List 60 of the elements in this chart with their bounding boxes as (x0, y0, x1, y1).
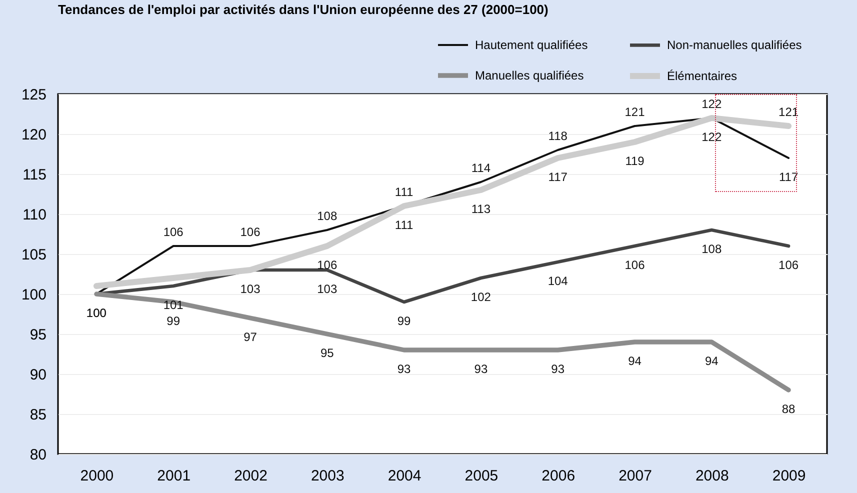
y-tick-label: 125 (21, 86, 46, 104)
x-tick-label: 2007 (618, 468, 652, 484)
data-label: 106 (240, 225, 261, 239)
legend-label: Hautement qualifiées (475, 38, 588, 52)
data-label: 114 (471, 161, 491, 175)
data-label: 121 (624, 105, 646, 119)
legend-label: Manuelles qualifiées (475, 68, 584, 82)
legend-label: Élémentaires (667, 69, 738, 83)
data-label: 106 (624, 258, 646, 272)
data-label: 117 (778, 170, 798, 184)
x-tick-label: 2002 (234, 468, 268, 484)
y-tick-label: 120 (21, 126, 46, 144)
data-label: 118 (548, 129, 568, 143)
data-label: 122 (702, 130, 722, 144)
data-label: 106 (163, 225, 184, 239)
data-label: 106 (778, 258, 799, 272)
data-label: 119 (625, 154, 645, 168)
data-label: 101 (163, 298, 184, 312)
y-tick-label: 115 (22, 166, 46, 184)
y-tick-label: 95 (30, 326, 46, 344)
x-tick-label: 2006 (542, 468, 576, 484)
data-label: 122 (702, 97, 722, 111)
y-tick-label: 110 (22, 206, 46, 224)
data-label: 117 (548, 170, 568, 184)
data-label: 108 (702, 242, 722, 256)
x-tick-label: 2003 (310, 468, 344, 484)
data-label: 93 (397, 362, 412, 376)
data-label: 94 (628, 354, 642, 368)
x-tick-label: 2005 (464, 468, 498, 484)
data-label: 97 (244, 330, 258, 344)
chart-title: Tendances de l'emploi par activités dans l'Union européenne des 27 (2000=100) (58, 2, 548, 17)
data-label: 108 (317, 209, 338, 223)
data-label: 94 (704, 354, 719, 368)
data-label: 104 (548, 274, 568, 288)
data-label: 100 (86, 306, 107, 320)
x-tick-label: 2009 (772, 468, 806, 484)
x-tick-label: 2004 (388, 468, 422, 484)
data-label: 106 (317, 258, 338, 272)
data-label: 88 (782, 402, 796, 416)
data-label: 99 (397, 314, 412, 328)
data-label: 111 (394, 218, 414, 232)
data-label: 113 (471, 202, 491, 216)
legend-label: Non-manuelles qualifiées (667, 38, 802, 52)
x-tick-label: 2000 (80, 468, 114, 484)
data-label: 99 (166, 314, 180, 328)
data-label: 102 (470, 290, 492, 304)
data-label: 95 (320, 346, 334, 360)
data-label: 121 (778, 105, 799, 119)
x-tick-label: 2001 (157, 468, 191, 484)
y-tick-label: 85 (30, 406, 46, 424)
y-tick-label: 100 (21, 286, 46, 304)
data-label: 93 (551, 362, 565, 376)
y-tick-label: 80 (30, 446, 46, 464)
data-label: 93 (474, 362, 488, 376)
x-tick-label: 2008 (695, 468, 729, 484)
data-label: 111 (394, 185, 414, 199)
data-label: 103 (240, 282, 261, 296)
y-tick-label: 90 (30, 366, 46, 384)
data-label: 103 (317, 282, 338, 296)
y-tick-label: 105 (21, 246, 46, 264)
